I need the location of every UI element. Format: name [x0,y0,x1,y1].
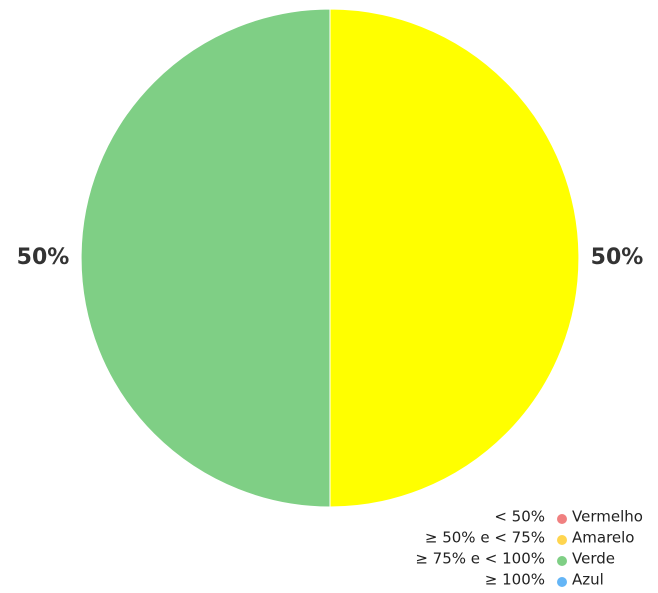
pie-slices [80,8,580,508]
pie-slice-verde[interactable] [80,8,331,508]
legend-name-label: Azul [572,571,604,589]
legend-range-label: ≥ 100% [485,571,545,589]
legend-item-vermelho[interactable]: < 50% Vermelho [494,508,643,526]
pie-slice-amarelo[interactable] [329,8,580,508]
legend-swatch [557,556,567,566]
legend-item-verde[interactable]: ≥ 75% e < 100% Verde [415,550,615,568]
legend-range-label: ≥ 75% e < 100% [415,550,545,568]
legend-range-label: < 50% [494,508,545,526]
legend-name-label: Vermelho [572,508,643,526]
legend-name-label: Verde [572,550,615,568]
legend: < 50% Vermelho ≥ 50% e < 75% Amarelo ≥ 75% e… [415,508,643,589]
pie-slice-labels: 50% 50% [17,245,644,270]
slice-label-amarelo: 50% [591,245,644,270]
legend-item-azul[interactable]: ≥ 100% Azul [485,571,604,589]
legend-name-label: Amarelo [572,529,634,547]
legend-range-label: ≥ 50% e < 75% [425,529,545,547]
legend-swatch [557,577,567,587]
legend-swatch [557,535,567,545]
legend-swatch [557,514,567,524]
legend-item-amarelo[interactable]: ≥ 50% e < 75% Amarelo [425,529,635,547]
slice-label-verde: 50% [17,245,70,270]
